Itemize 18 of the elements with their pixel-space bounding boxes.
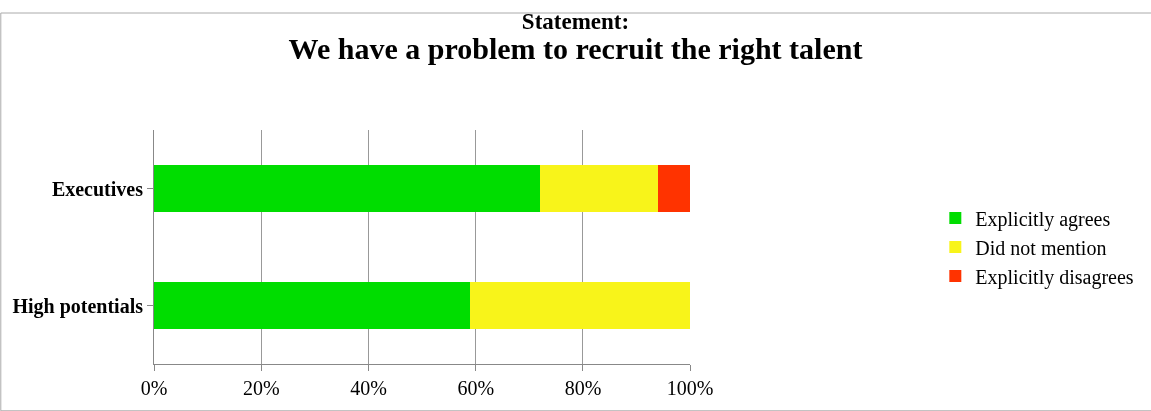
y-tick-label: Executives xyxy=(51,177,144,200)
chart-title: Statement: xyxy=(521,8,630,34)
legend-label: Explicitly disagrees xyxy=(975,265,1134,289)
x-tick-label: 100% xyxy=(666,377,714,399)
chart-subtitle: We have a problem to recruit the right talent xyxy=(288,31,863,65)
legend-label: Did not mention xyxy=(975,236,1107,259)
x-tick-label: 60% xyxy=(457,377,495,399)
legend-label: Explicitly agrees xyxy=(975,207,1111,231)
bar xyxy=(154,165,541,212)
x-tick-label: 0% xyxy=(140,377,168,399)
y-tick-label: High potentials xyxy=(12,294,144,318)
bar xyxy=(470,282,691,329)
bar xyxy=(658,165,691,212)
bar xyxy=(154,282,471,329)
x-tick-label: 40% xyxy=(350,377,387,399)
bar xyxy=(540,165,659,212)
x-tick-label: 20% xyxy=(242,377,280,399)
x-tick-label: 80% xyxy=(564,377,602,399)
